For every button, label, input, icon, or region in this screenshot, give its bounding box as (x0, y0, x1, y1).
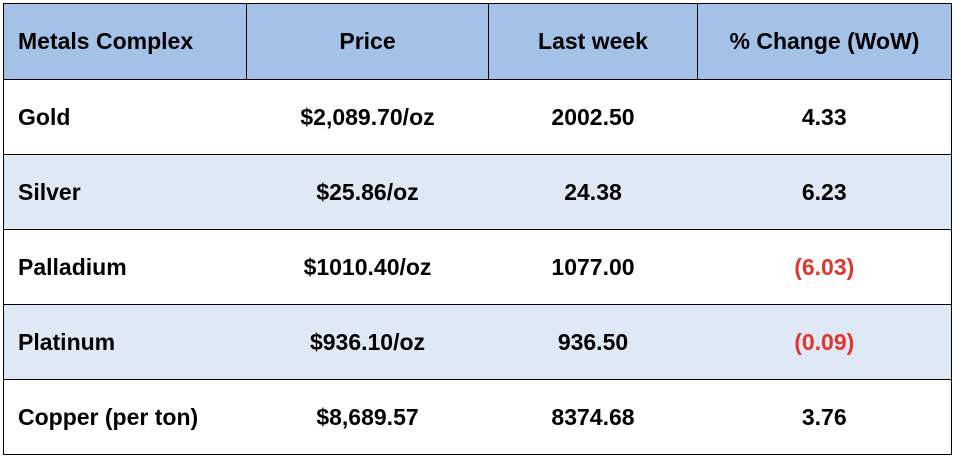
row-label: Gold (3, 79, 247, 155)
cell: $8,689.57 (246, 379, 489, 455)
row-label: Platinum (3, 304, 247, 380)
header-cell: Last week (488, 3, 698, 80)
table-row: Silver $25.86/oz 24.38 6.23 (3, 154, 952, 230)
cell: $936.10/oz (246, 304, 489, 380)
cell: (0.09) (697, 304, 952, 380)
table-row: Platinum $936.10/oz 936.50 (0.09) (3, 304, 952, 380)
cell: 8374.68 (488, 379, 698, 455)
row-label: Palladium (3, 229, 247, 305)
cell: 2002.50 (488, 79, 698, 155)
header-row: Metals Complex Price Last week% Change (Wo… (3, 3, 952, 80)
cell: 1077.00 (488, 229, 698, 305)
cell: 24.38 (488, 154, 698, 230)
metals-table: Metals Complex Price Last week% Change (Wo… (3, 3, 952, 455)
table-row: Palladium $1010.40/oz 1077.00 (6.03) (3, 229, 952, 305)
table-row: Copper (per ton) $8,689.57 8374.68 3.76 (3, 379, 952, 455)
cell: 936.50 (488, 304, 698, 380)
header-cell: Metals Complex (3, 3, 247, 80)
table-row: Gold $2,089.70/oz 2002.50 4.33 (3, 79, 952, 155)
cell: 3.76 (697, 379, 952, 455)
cell: 4.33 (697, 79, 952, 155)
table-body: Gold $2,089.70/oz 2002.50 4.33 Silver $25.86/… (3, 79, 952, 455)
row-label: Copper (per ton) (3, 379, 247, 455)
cell: $25.86/oz (246, 154, 489, 230)
cell: 6.23 (697, 154, 952, 230)
header-cell: % Change (WoW) (697, 3, 952, 80)
row-label: Silver (3, 154, 247, 230)
cell: $2,089.70/oz (246, 79, 489, 155)
cell: (6.03) (697, 229, 952, 305)
header-cell: Price (246, 3, 489, 80)
cell: $1010.40/oz (246, 229, 489, 305)
